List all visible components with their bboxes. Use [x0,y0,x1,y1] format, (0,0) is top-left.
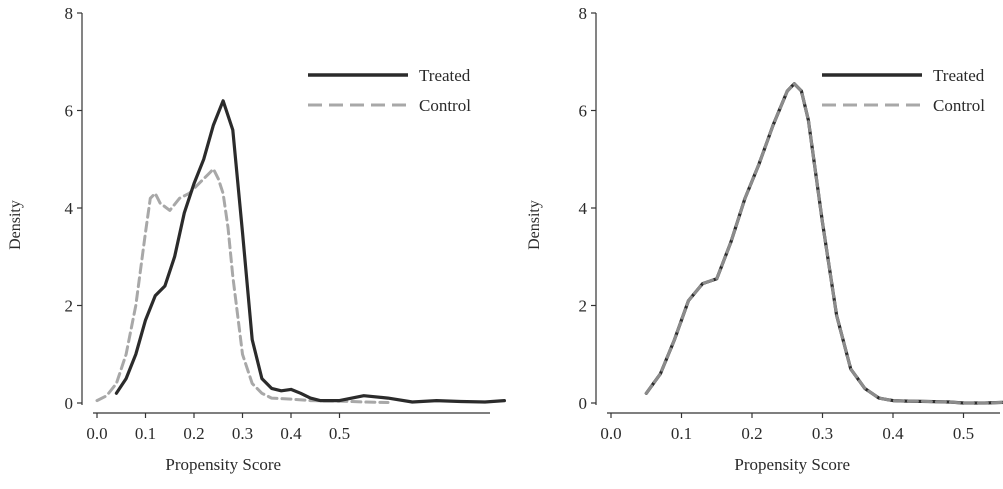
left-y-tick-label: 2 [65,297,74,316]
left-y-tick-label: 0 [65,394,74,413]
left-y-tick-label: 4 [65,199,74,218]
right-x-tick-label: 0.1 [671,424,692,443]
left-x-tick-label: 0.1 [135,424,156,443]
left-y-axis-label: Density [7,200,24,250]
right-series-treated [644,82,1003,405]
left-x-tick-label: 0.5 [329,424,350,443]
right-series-control [644,82,1003,405]
right-y-tick-label: 0 [579,394,588,413]
left-x-tick-label: 0.4 [280,424,302,443]
left-x-tick-label: 0.3 [232,424,253,443]
left-x-tick-label: 0.2 [183,424,204,443]
left-legend-label-control: Control [419,96,471,115]
right-y-tick-label: 8 [579,4,588,23]
right-y-tick-label: 2 [579,297,588,316]
left-series-control [95,167,390,404]
right-x-tick-label: 0.4 [882,424,904,443]
left-x-tick-label: 0.0 [86,424,107,443]
right-y-tick-label: 4 [579,199,588,218]
left-y-tick-label: 6 [65,102,74,121]
left-series-treated [114,99,506,404]
right-y-tick-label: 6 [579,102,588,121]
left-x-axis-label: Propensity Score [165,455,281,474]
right-x-tick-label: 0.2 [741,424,762,443]
left-legend-label-treated: Treated [419,66,471,85]
right-x-tick-label: 0.5 [953,424,974,443]
left-y-tick-label: 8 [65,4,74,23]
right-x-tick-label: 0.0 [600,424,621,443]
right-x-axis-label: Propensity Score [734,455,850,474]
right-legend-label-treated: Treated [933,66,985,85]
right-legend-label-control: Control [933,96,985,115]
right-y-axis-label: Density [526,200,543,250]
right-x-tick-label: 0.3 [812,424,833,443]
